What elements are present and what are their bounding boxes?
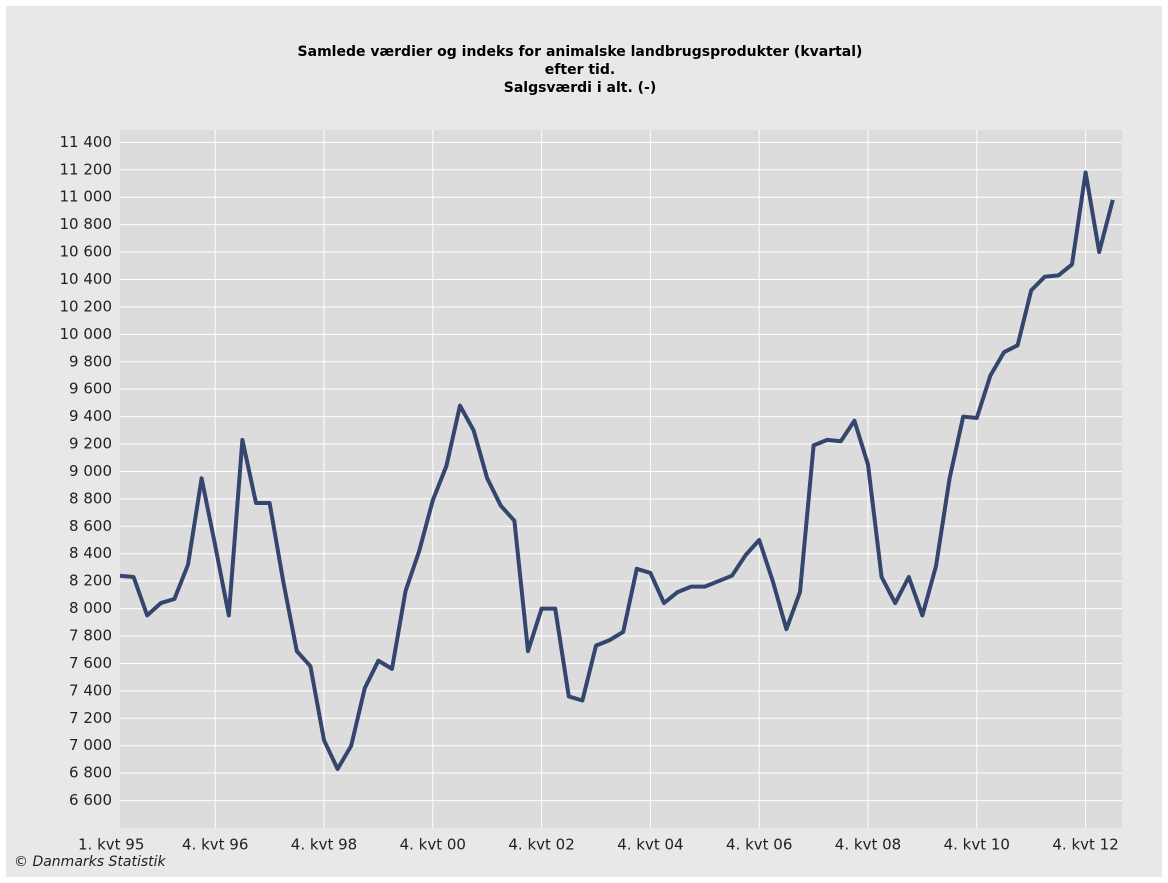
y-tick-label: 6 600	[69, 791, 112, 809]
x-tick-label: 4. kvt 98	[291, 836, 357, 854]
y-tick-label: 10 400	[60, 270, 113, 288]
x-tick-label: 4. kvt 04	[617, 836, 683, 854]
y-tick-label: 7 400	[69, 681, 112, 699]
y-tick-label: 10 000	[60, 325, 113, 343]
y-tick-label: 11 400	[60, 133, 113, 151]
source: © Danmarks Statistik	[14, 854, 167, 870]
y-tick-label: 10 800	[60, 215, 113, 233]
y-tick-label: 10 600	[60, 243, 113, 261]
y-tick-label: 7 600	[69, 654, 112, 672]
y-tick-label: 7 800	[69, 627, 112, 645]
y-tick-label: 8 600	[69, 517, 112, 535]
y-tick-label: 9 000	[69, 462, 112, 480]
x-tick-label: 1. kvt 95	[78, 836, 144, 854]
y-tick-label: 9 600	[69, 380, 112, 398]
chart-title: Samlede værdier og indeks for animalske …	[298, 44, 863, 60]
chart-title: efter tid.	[545, 62, 615, 78]
y-tick-label: 6 800	[69, 764, 112, 782]
x-tick-label: 4. kvt 12	[1052, 836, 1118, 854]
chart-title: Salgsværdi i alt. (-)	[504, 80, 657, 96]
y-tick-label: 11 000	[60, 188, 113, 206]
y-tick-label: 8 000	[69, 599, 112, 617]
x-tick-label: 4. kvt 06	[726, 836, 792, 854]
x-tick-label: 4. kvt 10	[944, 836, 1010, 854]
x-tick-label: 4. kvt 96	[182, 836, 248, 854]
x-tick-label: 4. kvt 08	[835, 836, 901, 854]
y-tick-label: 8 800	[69, 489, 112, 507]
y-tick-label: 9 400	[69, 407, 112, 425]
plot-area	[120, 130, 1122, 828]
x-tick-label: 4. kvt 02	[508, 836, 574, 854]
x-tick-label: 4. kvt 00	[400, 836, 466, 854]
y-tick-label: 7 200	[69, 709, 112, 727]
line-series	[119, 170, 1115, 771]
y-tick-label: 9 800	[69, 352, 112, 370]
y-tick-label: 8 400	[69, 544, 112, 562]
y-tick-label: 9 200	[69, 435, 112, 453]
y-tick-label: 10 200	[60, 297, 113, 315]
y-tick-label: 11 200	[60, 160, 113, 178]
y-tick-label: 8 200	[69, 572, 112, 590]
y-tick-label: 7 000	[69, 736, 112, 754]
